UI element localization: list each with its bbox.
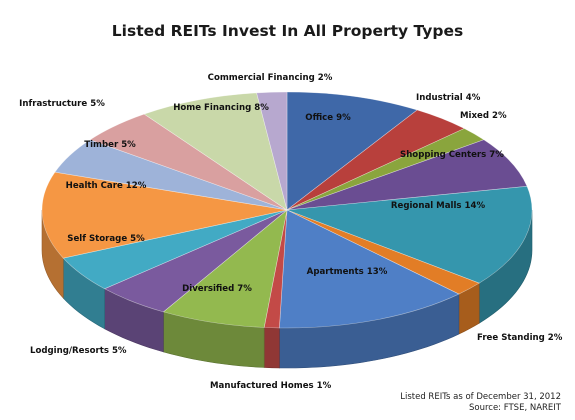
pie-top-faces [41, 91, 533, 329]
slice-label-commercial-financing: Commercial Financing 2% [208, 73, 333, 83]
pie-slice-apartments [279, 209, 460, 329]
pie-slice-diversified [162, 209, 288, 328]
slice-label-lodging-resorts: Lodging/Resorts 5% [30, 346, 127, 356]
slice-label-shopping-centers: Shopping Centers 7% [400, 150, 504, 160]
pie-labels: Office 9% Industrial 4% Mixed 2% Shopping C… [19, 73, 563, 391]
pie-slice-shopping-centers [286, 139, 528, 211]
pie-slice-health-care [41, 171, 288, 259]
slice-label-self-storage: Self Storage 5% [67, 234, 145, 244]
slice-label-infrastructure: Infrastructure 5% [19, 99, 105, 109]
pie-slice-home-financing [143, 92, 288, 211]
slice-label-mixed: Mixed 2% [460, 111, 507, 121]
pie-slice-regional-malls [286, 185, 533, 284]
chart-title: Listed REITs Invest In All Property Type… [111, 22, 464, 40]
slice-label-manufactured-homes: Manufactured Homes 1% [210, 381, 332, 391]
pie-slice-commercial-financing [256, 91, 288, 211]
slice-label-timber: Timber 5% [84, 140, 136, 150]
slice-label-regional-malls: Regional Malls 14% [391, 201, 486, 211]
slice-label-free-standing: Free Standing 2% [477, 333, 563, 343]
slice-label-health-care: Health Care 12% [66, 181, 147, 191]
slice-label-office: Office 9% [305, 113, 351, 123]
source-note: Source: FTSE, NAREIT [468, 403, 561, 413]
slice-label-home-financing: Home Financing 8% [173, 103, 269, 113]
slice-label-industrial: Industrial 4% [416, 93, 481, 103]
pie-slice-office [286, 91, 418, 211]
slice-label-diversified: Diversified 7% [182, 284, 252, 294]
date-note: Listed REITs as of December 31, 2012 [400, 392, 561, 402]
slice-label-apartments: Apartments 13% [307, 267, 388, 277]
pie-side-7 [263, 327, 280, 369]
